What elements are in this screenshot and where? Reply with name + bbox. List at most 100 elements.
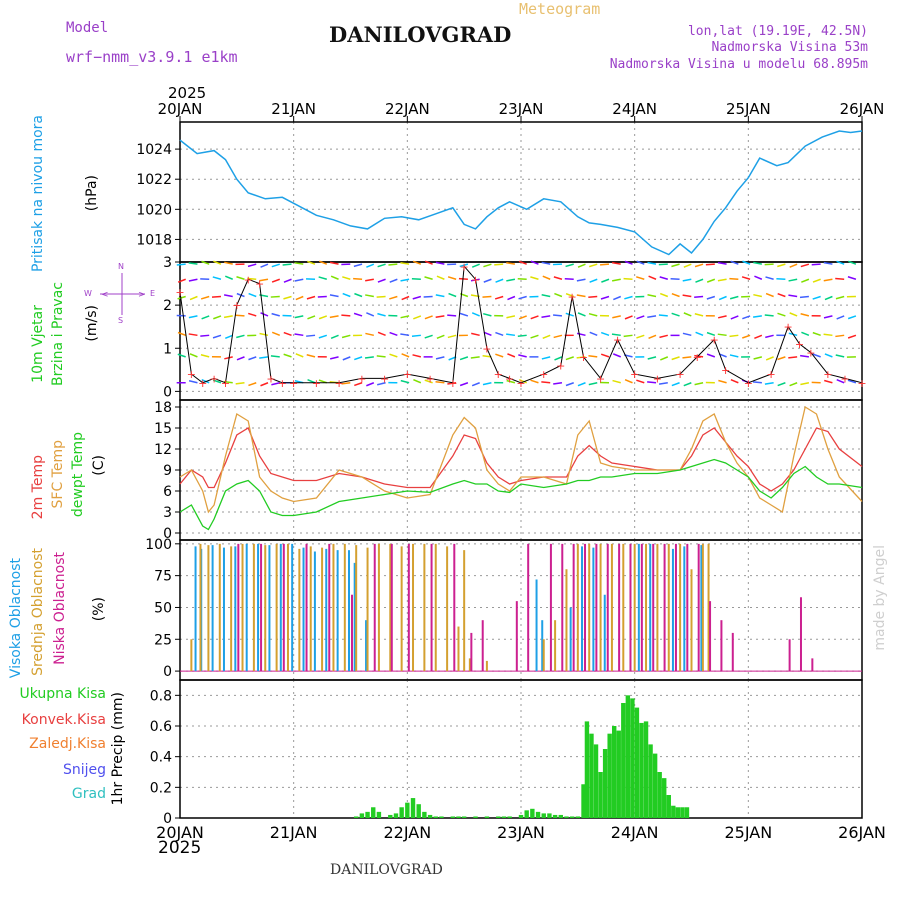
wind-arrow: [447, 334, 457, 339]
wind-arrow: [600, 331, 610, 337]
wind-arrow: [812, 331, 821, 337]
wind-arrow: [553, 276, 563, 280]
legend-snow: Snijeg: [62, 762, 106, 778]
wind-arrow: [259, 332, 269, 337]
wind-arrow: [683, 312, 692, 317]
wind-arrow: [188, 379, 198, 384]
wind-arrow: [541, 381, 551, 384]
wind-arrow: [706, 331, 716, 337]
wind-arrow: [624, 260, 633, 265]
wind-arrow: [248, 356, 257, 361]
panel-frame: [179, 121, 863, 263]
wind-arrow: [225, 275, 234, 280]
wind-arrow: [764, 314, 774, 317]
wind-arrow: [718, 353, 727, 358]
wind-gust-marker: +: [482, 342, 491, 355]
wind-arrow: [224, 356, 233, 360]
wind-arrow: [636, 315, 645, 320]
wind-gust-marker: +: [857, 377, 866, 390]
wind-arrow: [836, 379, 845, 384]
wind-arrow: [412, 295, 422, 300]
wind-arrow: [247, 277, 257, 280]
wind-arrow: [648, 334, 657, 340]
wind-arrow: [201, 260, 210, 265]
wind-arrow: [259, 356, 269, 359]
wind-arrow: [294, 278, 304, 282]
wind-arrow: [341, 314, 351, 317]
wind-gust-marker: +: [221, 377, 230, 390]
wind-arrow: [753, 293, 763, 298]
wind-arrow: [177, 331, 186, 337]
wind-arrow: [389, 278, 398, 283]
wind-gust-marker: +: [744, 377, 753, 390]
wind-arrow: [506, 379, 516, 384]
y-tick-label: 25: [154, 632, 172, 648]
wind-arrow: [248, 312, 257, 317]
precip-bar: [680, 807, 685, 818]
wind-arrow: [482, 382, 492, 386]
dewpt-line: [179, 458, 863, 531]
wind-arrow: [436, 275, 445, 280]
precip-bar: [581, 784, 586, 818]
precip-bar: [473, 816, 478, 818]
wind-arrow: [648, 275, 657, 280]
wind-gust-marker: +: [403, 368, 412, 381]
y-tick-label: 0: [163, 384, 172, 400]
wind-arrow: [789, 382, 798, 387]
wind-arrow: [717, 315, 727, 319]
x-tick-label-bottom: 26JAN: [838, 823, 886, 842]
wind-arrow: [589, 263, 598, 268]
wind-arrow: [236, 276, 245, 280]
wind-arrow: [647, 315, 657, 318]
wind-arrow: [282, 263, 292, 266]
wind-arrow: [671, 292, 680, 298]
y-tick-label: 1: [163, 341, 172, 357]
precip-bar: [616, 730, 621, 818]
wind-arrow: [741, 276, 751, 280]
wind-arrow: [389, 295, 398, 300]
wind-arrow: [188, 278, 198, 282]
wind-arrow: [742, 260, 751, 265]
wind-arrow: [495, 353, 504, 358]
precip-bar: [552, 814, 558, 818]
wind-arrow: [366, 312, 375, 317]
wind-arrow: [435, 294, 445, 298]
wind-gust-marker: +: [312, 377, 321, 390]
wind-arrow: [317, 295, 327, 298]
wind-arrow: [612, 278, 621, 282]
wind-arrow: [188, 333, 198, 337]
footer-title: DANILOVGRAD: [330, 862, 443, 878]
wind-arrow: [612, 353, 622, 358]
wind-arrow: [270, 295, 280, 298]
wind-arrow: [835, 354, 845, 358]
precip-bar: [648, 744, 653, 818]
wind-gust-marker: +: [710, 334, 719, 347]
wind-arrow: [765, 292, 774, 298]
pressure-line: [179, 130, 863, 256]
wind-gust-marker: +: [209, 372, 218, 385]
wind-arrow: [718, 295, 727, 301]
wind-arrow: [659, 276, 668, 280]
wind-arrow: [330, 275, 339, 280]
wind-arrow: [294, 333, 304, 337]
precip-bar: [353, 816, 359, 818]
wind-arrow: [212, 379, 222, 384]
wind-arrow: [553, 334, 563, 339]
compass-n: N: [118, 262, 124, 271]
wind-arrow: [342, 292, 351, 298]
wind-arrow: [447, 314, 457, 317]
precip-bar: [427, 814, 433, 818]
wind-gust-marker: +: [596, 372, 605, 385]
model-elevation-info: Nadmorska Visina u modelu 68.895m: [609, 57, 868, 72]
wind-arrow: [495, 331, 504, 337]
wind-arrow: [365, 294, 374, 298]
wind-arrow: [224, 261, 233, 265]
wind-gust-marker: +: [335, 377, 344, 390]
precip-bar: [602, 749, 608, 818]
wind-arrow: [788, 294, 798, 298]
precip-bar: [589, 733, 594, 818]
wind-arrow: [400, 278, 410, 282]
wind-arrow: [801, 278, 810, 283]
wind-arrow: [671, 382, 680, 387]
wind-arrow: [564, 277, 574, 280]
